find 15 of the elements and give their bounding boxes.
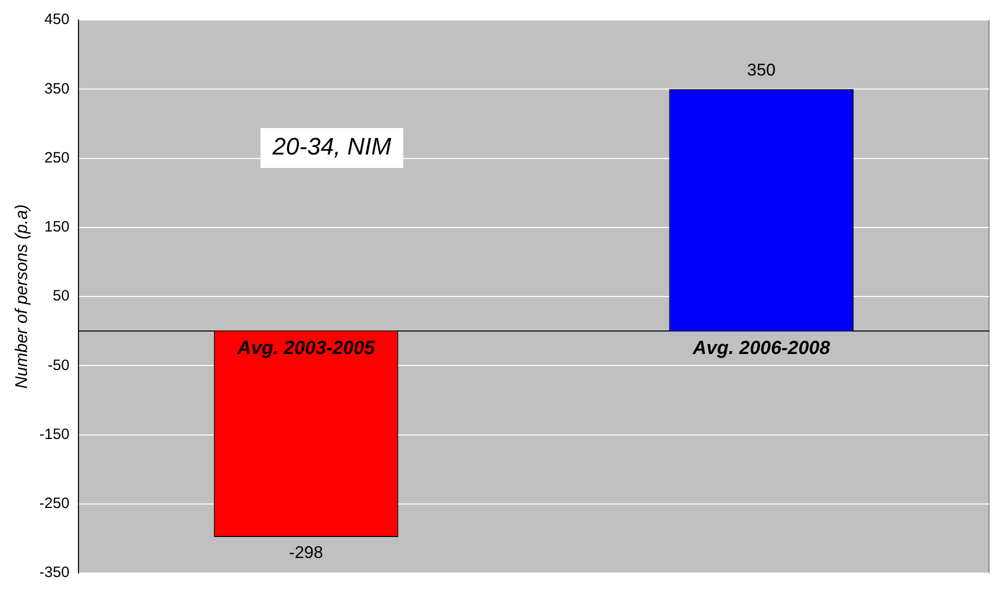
- y-tick-label: 350: [44, 80, 70, 98]
- y-tick-label: -50: [48, 356, 70, 374]
- y-tick-label: -350: [39, 564, 70, 582]
- y-tick-label: 250: [44, 149, 70, 166]
- y-axis-title: Number of persons (p.a): [12, 204, 31, 389]
- x-tick-label: Avg. 2003-2005: [236, 338, 376, 359]
- data-label: -298: [289, 543, 324, 562]
- y-tick-label: -250: [39, 495, 70, 512]
- y-tick-label: 450: [44, 11, 70, 28]
- data-label: 350: [747, 60, 776, 80]
- y-tick-label: 50: [52, 288, 70, 305]
- x-tick-label: Avg. 2006-2008: [692, 338, 830, 359]
- annotation: 20-34, NIM: [272, 134, 392, 161]
- y-tick-label: 150: [44, 218, 70, 236]
- y-tick-label: -150: [39, 426, 70, 443]
